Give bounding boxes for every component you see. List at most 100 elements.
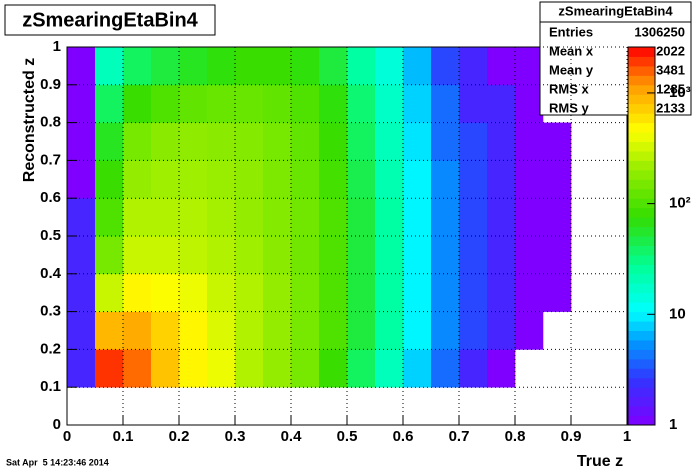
heatmap-cell — [263, 273, 292, 312]
heatmap-cell — [123, 349, 152, 388]
heatmap-cell — [179, 236, 208, 275]
palette-step — [628, 387, 655, 398]
heatmap-cell — [67, 160, 96, 199]
palette-step — [628, 273, 655, 284]
stats-label: RMS y — [549, 100, 590, 115]
heatmap-cell — [319, 236, 348, 275]
heatmap-cell — [151, 160, 180, 199]
heatmap-cell — [67, 122, 96, 161]
heatmap-cell — [347, 122, 376, 161]
heatmap-cell — [151, 236, 180, 275]
palette-step — [628, 321, 655, 331]
x-axis-label: True z — [577, 453, 623, 470]
palette-step — [628, 122, 655, 133]
heatmap-cell — [123, 236, 152, 275]
heatmap-cell — [403, 122, 432, 161]
heatmap-cell — [179, 47, 208, 86]
y-axis-label: Reconstructed z — [21, 58, 38, 182]
heatmap-cell — [123, 47, 152, 86]
heatmap-cell — [123, 160, 152, 199]
palette-step — [628, 415, 655, 426]
palette-step — [628, 264, 655, 275]
heatmap-cell — [291, 47, 320, 86]
heatmap-cell — [515, 236, 544, 275]
heatmap-cell — [487, 273, 516, 312]
heatmap-cell — [179, 273, 208, 312]
heatmap-cell — [123, 198, 152, 237]
palette-step — [628, 113, 655, 124]
y-tick-label: 0.9 — [40, 76, 61, 93]
palette-step — [628, 368, 655, 379]
heatmap-cell — [543, 160, 572, 199]
heatmap-cell — [179, 84, 208, 123]
heatmap-cell — [403, 349, 432, 388]
heatmap-cell — [347, 84, 376, 123]
heatmap-cell — [235, 84, 264, 123]
heatmap-cell — [403, 160, 432, 199]
z-tick-label: 10 — [669, 305, 686, 322]
x-tick-label: 0.6 — [393, 428, 414, 445]
heatmap-cell — [403, 198, 432, 237]
heatmap-cell — [459, 349, 488, 388]
stats-title: zSmearingEtaBin4 — [558, 3, 673, 18]
heatmap-cell — [319, 349, 348, 388]
heatmap-cell — [319, 311, 348, 350]
x-tick-label: 0.8 — [505, 428, 526, 445]
y-tick-label: 0.5 — [40, 227, 61, 244]
heatmap-cell — [515, 311, 544, 350]
heatmap-cell — [403, 84, 432, 123]
heatmap-cell — [263, 349, 292, 388]
heatmap-cell — [431, 349, 460, 388]
heatmap-cell — [235, 160, 264, 199]
heatmap-cell — [207, 349, 236, 388]
heatmap-cell — [431, 160, 460, 199]
heatmap-cell — [151, 84, 180, 123]
stats-value: 1306250 — [634, 24, 685, 39]
heatmap-cell — [431, 273, 460, 312]
x-tick-label: 0.1 — [113, 428, 134, 445]
heatmap-cell — [95, 236, 124, 275]
palette-step — [628, 226, 655, 237]
heatmap-cell — [431, 47, 460, 86]
heatmap-cell — [291, 160, 320, 199]
heatmap-cell — [67, 198, 96, 237]
heatmap-cell — [515, 273, 544, 312]
heatmap-cell — [95, 47, 124, 86]
heatmap-cell — [151, 273, 180, 312]
z-tick-label: 10³ — [669, 84, 691, 101]
palette-step — [628, 65, 655, 76]
heatmap-cell — [207, 47, 236, 86]
heatmap-cell — [123, 311, 152, 350]
heatmap-cell — [459, 311, 488, 350]
palette-step — [628, 56, 655, 67]
heatmap-cell — [347, 160, 376, 199]
heatmap-cell — [403, 311, 432, 350]
heatmap-cell — [291, 84, 320, 123]
stats-label: Mean y — [549, 62, 594, 77]
y-tick-label: 0.4 — [40, 265, 62, 282]
heatmap-cell — [459, 198, 488, 237]
heatmap-cell — [235, 311, 264, 350]
heatmap-cell — [235, 122, 264, 161]
heatmap-cell — [459, 84, 488, 123]
heatmap-cell — [291, 122, 320, 161]
heatmap-cell — [207, 311, 236, 350]
heatmap-cell — [235, 273, 264, 312]
x-tick-label: 0.5 — [337, 428, 358, 445]
palette-step — [628, 94, 655, 105]
heatmap-cell — [263, 160, 292, 199]
palette-step — [628, 198, 655, 209]
heatmap-cell — [459, 160, 488, 199]
heatmap-cell — [207, 198, 236, 237]
heatmap-cell — [319, 84, 348, 123]
heatmap-cell — [123, 122, 152, 161]
heatmap-cell — [207, 160, 236, 199]
heatmap-cell — [459, 122, 488, 161]
heatmap-cell — [235, 47, 264, 86]
heatmap-cell — [95, 84, 124, 123]
heatmap-cell — [347, 349, 376, 388]
heatmap-cell — [123, 84, 152, 123]
stats-label: Entries — [549, 24, 593, 39]
heatmap-cell — [543, 236, 572, 275]
heatmap-cell — [263, 47, 292, 86]
